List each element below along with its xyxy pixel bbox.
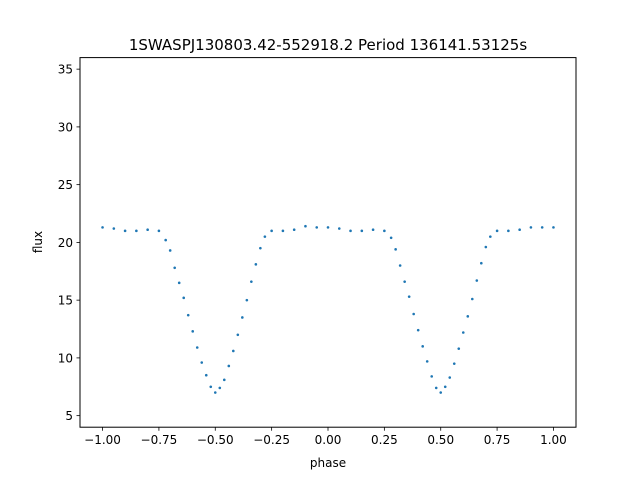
data-point (398, 264, 402, 267)
data-point (218, 386, 222, 390)
data-point (304, 224, 307, 228)
data-point (434, 386, 438, 390)
data-point (182, 296, 186, 300)
data-point (292, 228, 296, 231)
data-point (484, 245, 488, 249)
y-tick-label: 10 (58, 351, 73, 365)
data-point (371, 228, 375, 231)
data-point (200, 361, 204, 364)
data-point (241, 316, 244, 319)
data-point (452, 362, 456, 365)
data-point (191, 330, 195, 333)
data-point (157, 229, 161, 233)
y-axis-label: flux (31, 231, 45, 253)
data-point (439, 391, 443, 394)
data-point (227, 364, 231, 368)
data-point (470, 297, 474, 301)
data-point (529, 226, 533, 229)
y-tick-label: 30 (58, 120, 73, 134)
data-point (232, 349, 235, 353)
data-point (425, 360, 429, 363)
data-point (164, 238, 167, 242)
scatter-points (101, 224, 555, 394)
data-point (448, 376, 452, 379)
data-point (349, 229, 352, 233)
data-point (101, 226, 104, 229)
x-axis: −1.00 −0.75 −0.50 −0.25 0.00 0.25 0.50 0.75 1.00 (84, 427, 567, 447)
data-point (326, 226, 330, 229)
y-axis: 5 10 15 20 25 30 35 (58, 63, 80, 423)
data-point (403, 280, 406, 283)
data-point (407, 295, 411, 298)
data-point (177, 281, 181, 285)
data-point (518, 228, 521, 231)
y-tick-label: 35 (58, 63, 73, 77)
data-point (475, 279, 479, 282)
data-point (315, 226, 319, 229)
data-point (443, 385, 447, 389)
x-tick-label: 1.00 (540, 433, 567, 447)
x-tick-label: −0.50 (197, 433, 234, 447)
data-point (360, 229, 364, 233)
plot-frame (79, 57, 577, 428)
data-point (480, 261, 483, 265)
data-point (195, 346, 199, 349)
data-point (263, 235, 267, 238)
data-point (204, 373, 208, 377)
data-point (209, 385, 213, 389)
data-point (245, 298, 249, 302)
data-point (507, 229, 510, 233)
x-axis-label: phase (310, 456, 346, 470)
data-point (337, 227, 341, 230)
y-tick-label: 15 (58, 294, 73, 308)
data-point (259, 246, 262, 250)
y-tick-label: 5 (65, 409, 73, 423)
data-point (168, 249, 172, 252)
data-point (412, 312, 415, 316)
data-point (461, 331, 465, 334)
data-point (495, 229, 499, 233)
data-point (540, 226, 544, 229)
data-point (457, 347, 461, 350)
data-point (552, 226, 555, 229)
data-point (416, 328, 420, 332)
data-point (489, 235, 492, 238)
data-point (421, 345, 424, 348)
x-tick-label: 0.25 (371, 433, 398, 447)
data-point (222, 378, 226, 382)
x-tick-label: −0.25 (253, 433, 290, 447)
data-point (466, 315, 470, 318)
x-tick-label: 0.00 (315, 433, 342, 447)
chart-title: 1SWASPJ130803.42-552918.2 Period 136141.… (129, 36, 527, 54)
x-tick-label: 0.50 (427, 433, 454, 447)
data-point (270, 229, 273, 233)
x-tick-label: −0.75 (141, 433, 178, 447)
data-point (254, 263, 258, 266)
y-tick-label: 20 (58, 236, 73, 250)
data-point (383, 229, 386, 233)
x-tick-label: −1.00 (84, 433, 121, 447)
data-point (236, 333, 240, 337)
data-point (430, 375, 434, 378)
data-point (213, 391, 217, 394)
data-point (250, 280, 253, 283)
data-point (135, 229, 138, 233)
data-point (173, 266, 176, 270)
data-point (394, 248, 397, 251)
y-tick-label: 25 (58, 178, 73, 192)
data-point (281, 229, 285, 233)
data-point (112, 227, 116, 230)
x-tick-label: 0.75 (484, 433, 511, 447)
data-point (389, 236, 393, 240)
data-point (146, 228, 149, 231)
data-point (186, 313, 190, 317)
data-point (123, 229, 127, 233)
